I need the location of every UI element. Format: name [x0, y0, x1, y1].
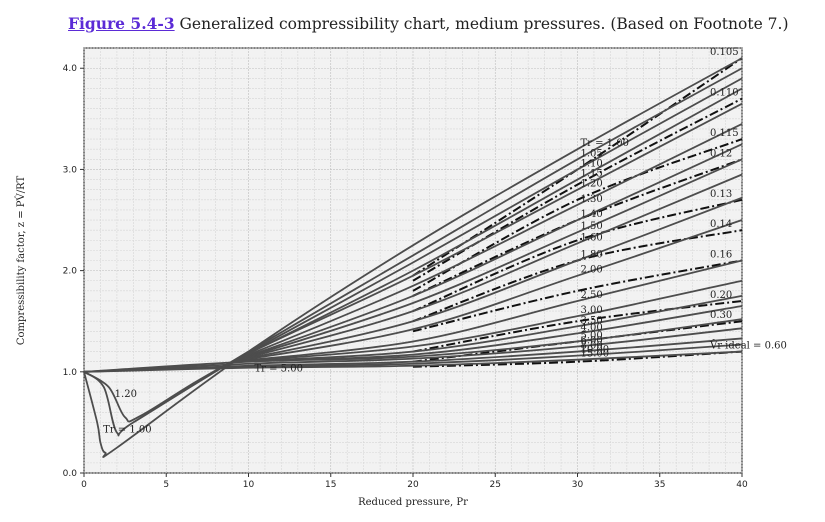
x-tick-label: 10 — [243, 480, 255, 490]
ideal-volume-label-0.16: 0.16 — [710, 250, 732, 261]
ideal-volume-label-0.115: 0.115 — [710, 128, 739, 139]
y-tick-label: 3.0 — [63, 165, 78, 175]
isotherm-label-1.00: Tr = 1.00 — [581, 138, 629, 149]
y-tick-label: 4.0 — [63, 64, 78, 74]
y-tick-label: 1.0 — [63, 368, 78, 378]
isotherm-1.05 — [83, 67, 743, 437]
ideal-volume-line-0.13 — [412, 198, 743, 313]
x-tick-label: 35 — [654, 480, 665, 490]
isotherm-label-1.50: 1.50 — [581, 221, 603, 232]
y-axis-label: Compressibility factor, z = PV̂/RT — [15, 176, 27, 346]
ideal-volume-line-0.20 — [412, 299, 743, 353]
figure-link[interactable]: Figure 5.4-3 — [68, 14, 175, 33]
isotherm-label-1.05: 1.05 — [581, 148, 603, 159]
isotherm-3.00 — [231, 279, 743, 363]
ideal-volume-label-0.20: 0.20 — [710, 290, 732, 301]
isotherm-1.20 — [83, 102, 743, 423]
isotherm-2.00 — [231, 219, 743, 363]
isotherm-label-1.30: 1.30 — [581, 194, 603, 205]
isotherm-label-4.00: 4.00 — [581, 322, 603, 333]
isotherm-label-2.00: 2.00 — [581, 265, 603, 276]
caption-text: Generalized compressibility chart, mediu… — [174, 15, 789, 33]
isotherm-1.15 — [231, 87, 743, 363]
y-tick-label: 2.0 — [63, 267, 78, 277]
isotherm-1.50 — [231, 158, 743, 363]
x-tick-label: 40 — [736, 480, 748, 490]
isotherm-3.50 — [231, 295, 743, 363]
ideal-volume-line-0.115 — [412, 138, 743, 292]
x-tick-label: 0 — [81, 480, 87, 490]
isotherm-label-1.15: 1.15 — [581, 169, 603, 180]
isotherm-left-label-1.20: 1.20 — [115, 389, 137, 400]
isotherm-left-label-5.00: Tr = 5.00 — [255, 364, 303, 375]
ideal-volume-label-0.110: 0.110 — [710, 88, 739, 99]
x-tick-label: 15 — [325, 480, 336, 490]
isotherm-15.00 — [83, 350, 743, 373]
isotherm-label-1.60: 1.60 — [581, 232, 603, 243]
x-tick-label: 20 — [407, 480, 419, 490]
isotherm-1.80 — [231, 196, 743, 363]
ideal-volume-line-0.12 — [412, 158, 743, 297]
isotherm-2.50 — [231, 259, 743, 363]
ideal-volume-label-0.12: 0.12 — [710, 148, 732, 159]
isotherm-6.00 — [83, 327, 743, 373]
ideal-volume-line-0.110 — [412, 97, 743, 282]
y-tick-label: 0.0 — [63, 469, 78, 479]
isotherm-label-6.00: 6.00 — [581, 336, 603, 347]
isotherm-label-1.20: 1.20 — [581, 179, 603, 190]
isotherm-label-1.40: 1.40 — [581, 209, 603, 220]
isotherm-1.00 — [83, 57, 743, 458]
x-tick-label: 25 — [490, 480, 501, 490]
x-axis-label: Reduced pressure, Pr — [358, 497, 468, 508]
ideal-volume-label-0.105: 0.105 — [710, 47, 739, 58]
x-tick-label: 30 — [572, 480, 584, 490]
ideal-volume-line-0.16 — [412, 259, 743, 333]
isotherm-label-1.80: 1.80 — [581, 250, 603, 261]
isotherm-label-10.00: 10.00 — [581, 345, 610, 356]
isotherm-label-3.00: 3.00 — [581, 305, 603, 316]
isotherm-1.60 — [231, 173, 743, 363]
isotherm-1.10 — [231, 77, 743, 363]
isotherm-5.00 — [83, 318, 743, 373]
ideal-volume-label-0.14: 0.14 — [710, 219, 732, 230]
x-tick-label: 5 — [163, 480, 169, 490]
ideal-volume-label-0.60: V̂r ideal = 0.60 — [709, 340, 787, 352]
isotherm-label-5.00: 5.00 — [581, 330, 603, 341]
isotherm-left-label-1.00: Tr = 1.00 — [103, 424, 151, 435]
isotherm-label-8.00: 8.00 — [581, 341, 603, 352]
isotherm-label-15.00: 15.00 — [581, 349, 610, 360]
isotherm-1.40 — [231, 143, 743, 363]
isotherm-label-1.10: 1.10 — [581, 158, 603, 169]
ideal-volume-label-0.30: 0.30 — [710, 310, 732, 321]
isotherm-label-2.50: 2.50 — [581, 290, 603, 301]
isotherm-label-3.50: 3.50 — [581, 315, 603, 326]
figure-caption: Figure 5.4-3 Generalized compressibility… — [68, 14, 789, 33]
isotherm-1.30 — [231, 123, 743, 363]
ideal-volume-label-0.13: 0.13 — [710, 189, 732, 200]
